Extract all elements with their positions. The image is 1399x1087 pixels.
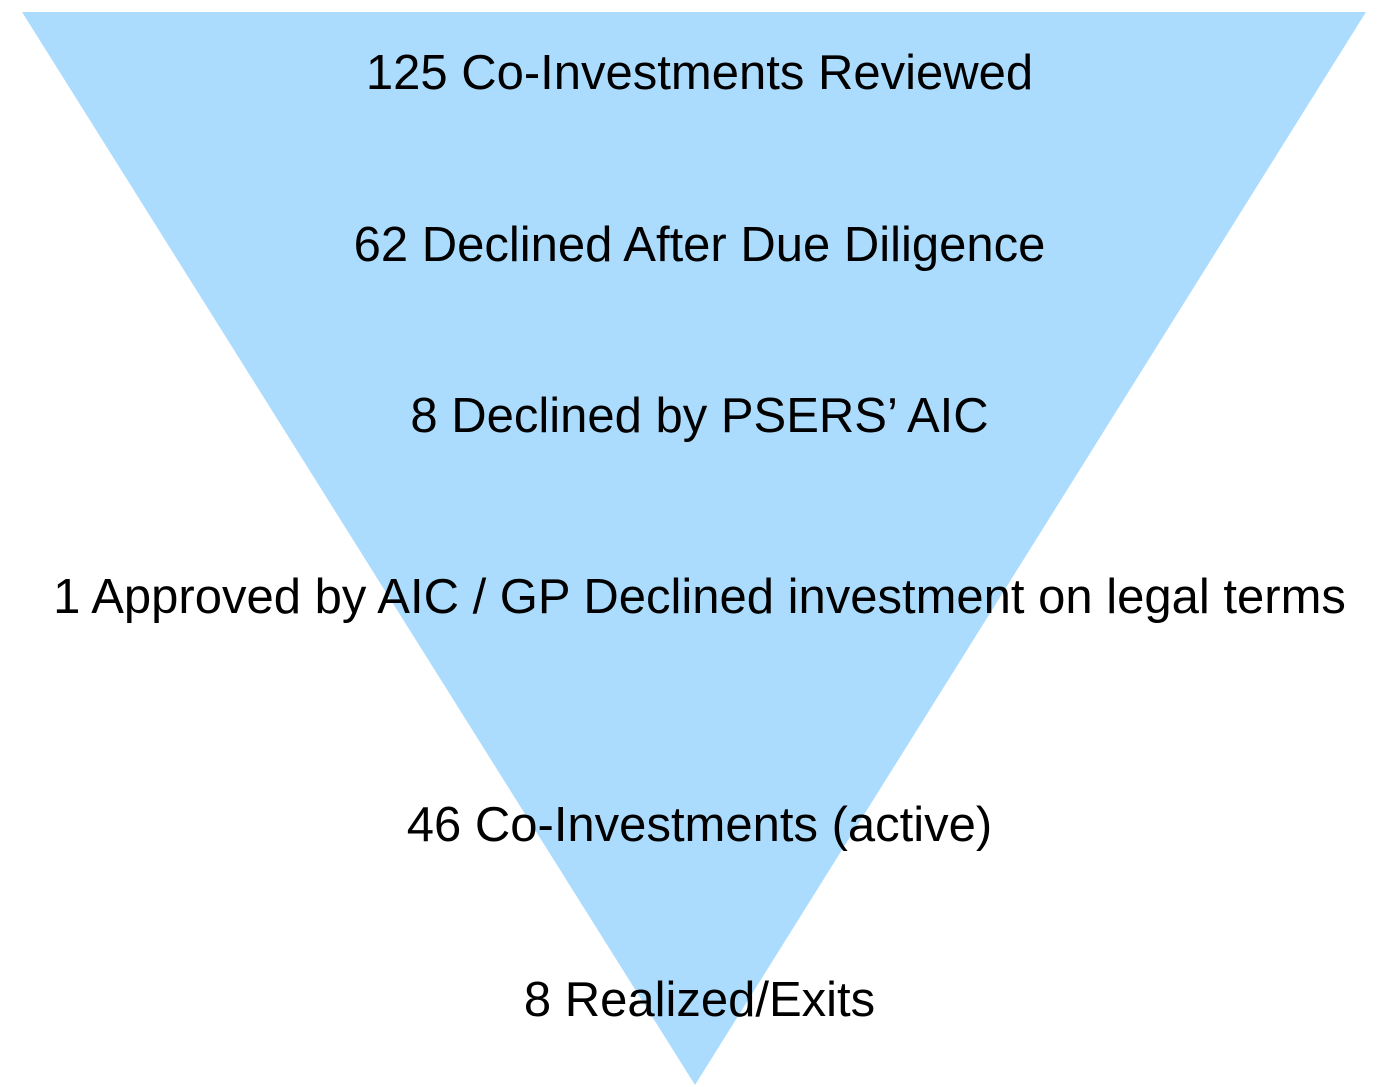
stage-label: 62 Declined After Due Diligence xyxy=(353,218,1046,272)
stage-label: 1 Approved by AIC / GP Declined investme… xyxy=(53,570,1346,624)
stage-label: 125 Co-Investments Reviewed xyxy=(365,46,1034,100)
stage-label: 8 Declined by PSERS’ AIC xyxy=(410,389,989,443)
stage-label: 46 Co-Investments (active) xyxy=(406,798,993,852)
funnel-triangle xyxy=(22,12,1366,1085)
stage-label: 8 Realized/Exits xyxy=(523,973,876,1027)
